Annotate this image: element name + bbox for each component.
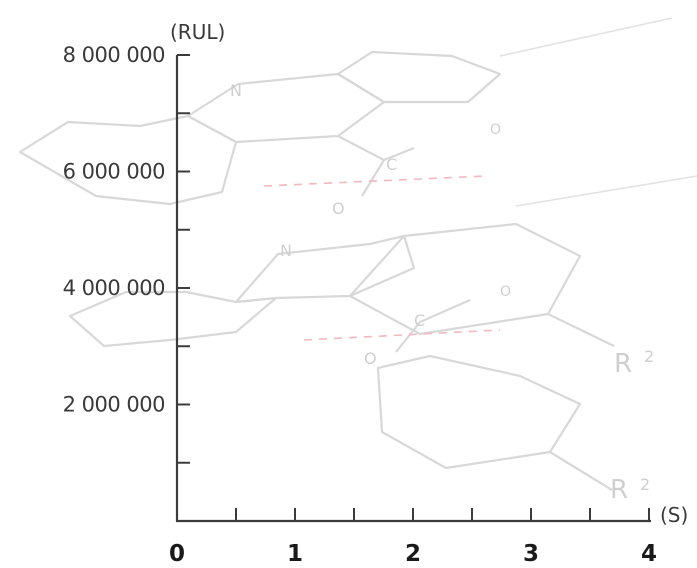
y-tick-label-group: 2 000 000 4 000 000 6 000 000 8 000 000 xyxy=(63,43,166,417)
x-tick-group xyxy=(235,508,650,521)
x-tick-label-1: 1 xyxy=(287,541,303,567)
watermark-atom-r-upper: R xyxy=(614,349,632,379)
x-tick-label-2: 2 xyxy=(405,541,421,567)
x-tick-label-0: 0 xyxy=(169,541,185,567)
watermark-ring-bottom xyxy=(376,354,582,470)
x-tick-label-3: 3 xyxy=(523,541,539,567)
chemical-structure-watermark: N C O O N C O O R 2 R 2 xyxy=(18,17,697,505)
watermark-atom-o-upper-a: O xyxy=(490,122,501,138)
watermark-atom-n-upper: N xyxy=(230,81,242,100)
y-tick-label-8000000: 8 000 000 xyxy=(63,43,165,67)
watermark-atom-o-upper-b: O xyxy=(332,199,345,218)
watermark-hbond-upper xyxy=(263,175,487,187)
watermark-atom-o-lower-a: O xyxy=(500,284,511,300)
x-axis-unit-label: (S) xyxy=(660,503,688,527)
watermark-atom-r-lower: R xyxy=(610,475,628,505)
y-tick-label-6000000: 6 000 000 xyxy=(63,160,165,184)
watermark-bond-upper-tail xyxy=(499,17,673,57)
watermark-ring-lower-mid xyxy=(234,234,416,304)
watermark-bond-upper-co xyxy=(337,135,415,197)
watermark-atom-r-upper-sub: 2 xyxy=(644,347,654,366)
watermark-atom-r-lower-sub: 2 xyxy=(640,475,650,494)
watermark-bond-r2-upper xyxy=(547,313,615,347)
watermark-bond-lower-tail xyxy=(515,175,697,207)
x-tick-label-group: 0 1 2 3 4 xyxy=(169,541,657,567)
y-tick-label-2000000: 2 000 000 xyxy=(63,393,165,417)
y-tick-label-4000000: 4 000 000 xyxy=(63,276,165,300)
watermark-ring-upper-right xyxy=(336,50,502,104)
y-tick-group xyxy=(177,54,190,464)
watermark-hbond-lower xyxy=(303,329,501,341)
watermark-atom-n-lower: N xyxy=(280,241,292,260)
watermark-atom-c-upper: C xyxy=(386,155,397,174)
watermark-atom-o-lower-b: O xyxy=(364,349,377,368)
watermark-bond-lower-co xyxy=(395,298,471,353)
watermark-bond-r2-lower xyxy=(549,451,613,491)
watermark-atom-c-lower: C xyxy=(414,311,425,330)
x-tick-label-4: 4 xyxy=(641,541,657,567)
y-axis-unit-label: (RUL) xyxy=(170,20,225,44)
